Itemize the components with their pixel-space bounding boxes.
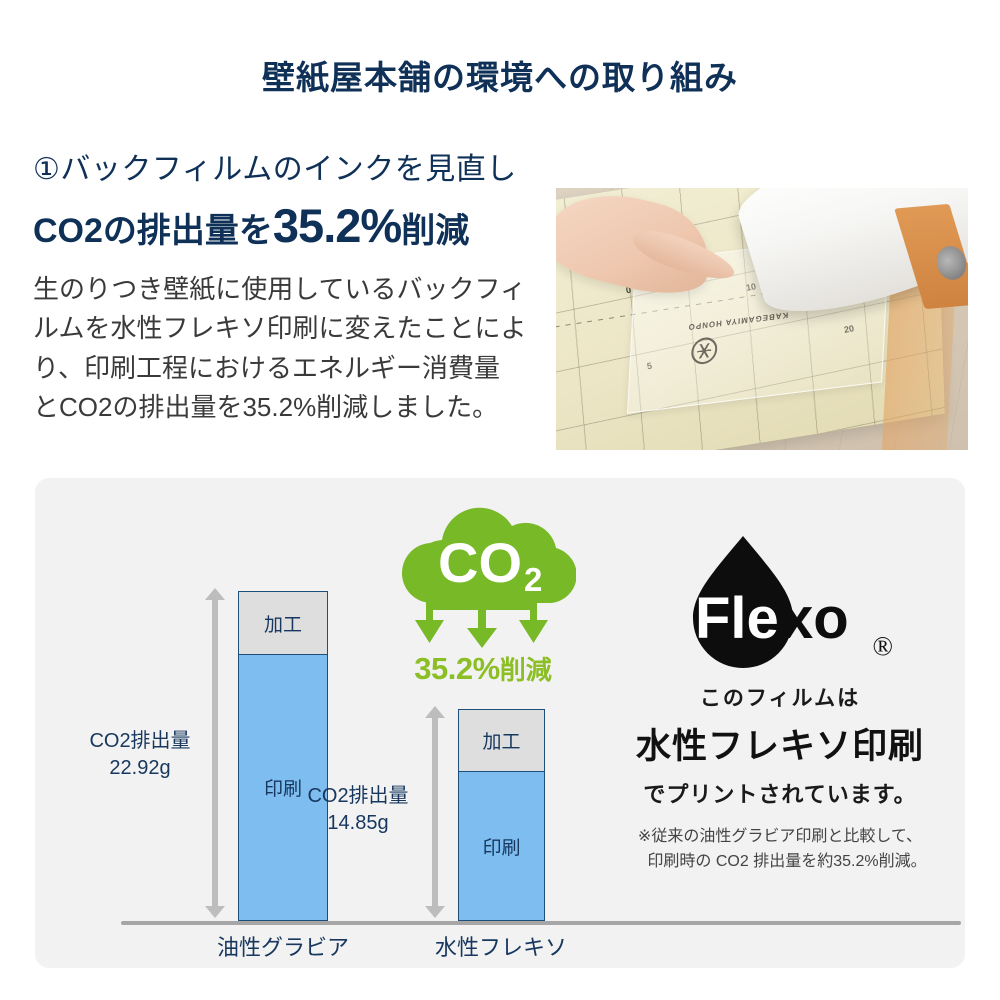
measure-label-value: 14.85g	[327, 812, 389, 834]
intro-body-line: 生のりつき壁紙に使用しているバックフィ	[33, 273, 526, 304]
flexo-droplet-icon: Fle xo	[693, 536, 849, 668]
bar-segment-process: 加工	[459, 710, 544, 772]
bar-segment-print: 印刷	[459, 772, 544, 920]
flexo-wordmark-dark: xo	[781, 586, 849, 651]
reduction-value: 35.2%	[414, 651, 500, 686]
bar-flexo: 加工 印刷	[458, 709, 545, 921]
flexo-line-2: 水性フレキソ印刷	[635, 727, 924, 766]
flexo-footnote: ※従来の油性グラビア印刷と比較して、 印刷時の CO2 排出量を約35.2%削減…	[595, 825, 965, 875]
photo-film-seal-icon	[691, 336, 719, 366]
headline-value: 35.2%	[272, 199, 402, 252]
co2-cloud-icon: CO 2	[401, 507, 576, 648]
headline-suffix: 削減	[401, 212, 470, 250]
co2-bar-chart: CO2排出量 22.92g 加工 印刷 油性グラビア CO2排出量 14.85g…	[35, 478, 961, 968]
reduction-suffix: 削減	[499, 655, 552, 685]
measure-arrow-flexo	[425, 706, 445, 918]
arrow-up-head-icon	[205, 588, 225, 600]
measure-label-flexo: CO2排出量 14.85g	[293, 783, 423, 837]
flexo-footnote-line: 印刷時の CO2 排出量を約35.2%削減。	[647, 852, 927, 870]
flexo-wordmark-light: Fle	[695, 586, 779, 651]
reduction-text: 35.2%削減	[373, 650, 593, 687]
bar-segment-process: 加工	[239, 592, 327, 655]
intro-body-line: り、印刷工程におけるエネルギー消費量	[33, 352, 500, 383]
flexo-logo: Fle xo ®	[665, 530, 895, 670]
measure-label-value: 22.92g	[109, 757, 171, 779]
intro-lead: ①バックフィルムのインクを見直し	[33, 153, 517, 186]
arrow-down-head-icon	[425, 906, 445, 918]
flexo-block: Fle xo ® このフィルムは 水性フレキソ印刷 でプリントされています。 ※…	[595, 478, 965, 968]
intro-body-line: とCO2の排出量を35.2%削減しました。	[33, 392, 499, 423]
page-title: 壁紙屋本舗の環境への取り組み	[262, 59, 738, 96]
headline-prefix: CO2の排出量を	[33, 212, 273, 250]
arrow-down-head-icon	[205, 906, 225, 918]
category-label-flexo: 水性フレキソ	[434, 935, 567, 960]
chart-baseline-axis	[121, 921, 961, 925]
intro-block: ①バックフィルムのインクを見直し CO2の排出量を35.2%削減 生のりつき壁紙…	[33, 150, 543, 428]
intro-headline: CO2の排出量を35.2%削減	[33, 197, 543, 256]
intro-body-line: ルムを水性フレキソ印刷に変えたことによ	[33, 313, 527, 344]
measure-arrow-gravure	[205, 588, 225, 918]
category-label-gravure: 油性グラビア	[216, 935, 349, 960]
intro-body: 生のりつき壁紙に使用しているバックフィ ルムを水性フレキソ印刷に変えたことによ …	[33, 270, 543, 428]
arrow-up-head-icon	[425, 706, 445, 718]
flexo-line-3: でプリントされています。	[643, 782, 917, 807]
measure-label-gravure: CO2排出量 22.92g	[75, 728, 205, 782]
registered-trademark-icon: ®	[872, 631, 893, 661]
arrow-shaft	[432, 716, 438, 908]
infographic-panel: CO2排出量 22.92g 加工 印刷 油性グラビア CO2排出量 14.85g…	[35, 478, 965, 968]
back-film-photo: 0 5 10 20 KABEGAMIYA HONPO	[556, 188, 968, 450]
flexo-line-1: このフィルムは	[699, 687, 861, 710]
co2-reduction-badge: CO 2 35.2%削減	[373, 498, 593, 687]
photo-film-brand-mark: KABEGAMIYA HONPO	[687, 310, 789, 332]
bar-gravure: 加工 印刷	[238, 591, 328, 921]
measure-label-title: CO2排出量	[307, 785, 409, 807]
measure-label-title: CO2排出量	[89, 730, 191, 752]
cloud-co2-subscript: 2	[524, 561, 542, 598]
cloud-co2-text: CO	[438, 531, 522, 594]
arrow-shaft	[212, 598, 218, 908]
flexo-footnote-line: ※従来の油性グラビア印刷と比較して、	[637, 828, 923, 845]
bar-segment-print: 印刷	[239, 655, 327, 920]
